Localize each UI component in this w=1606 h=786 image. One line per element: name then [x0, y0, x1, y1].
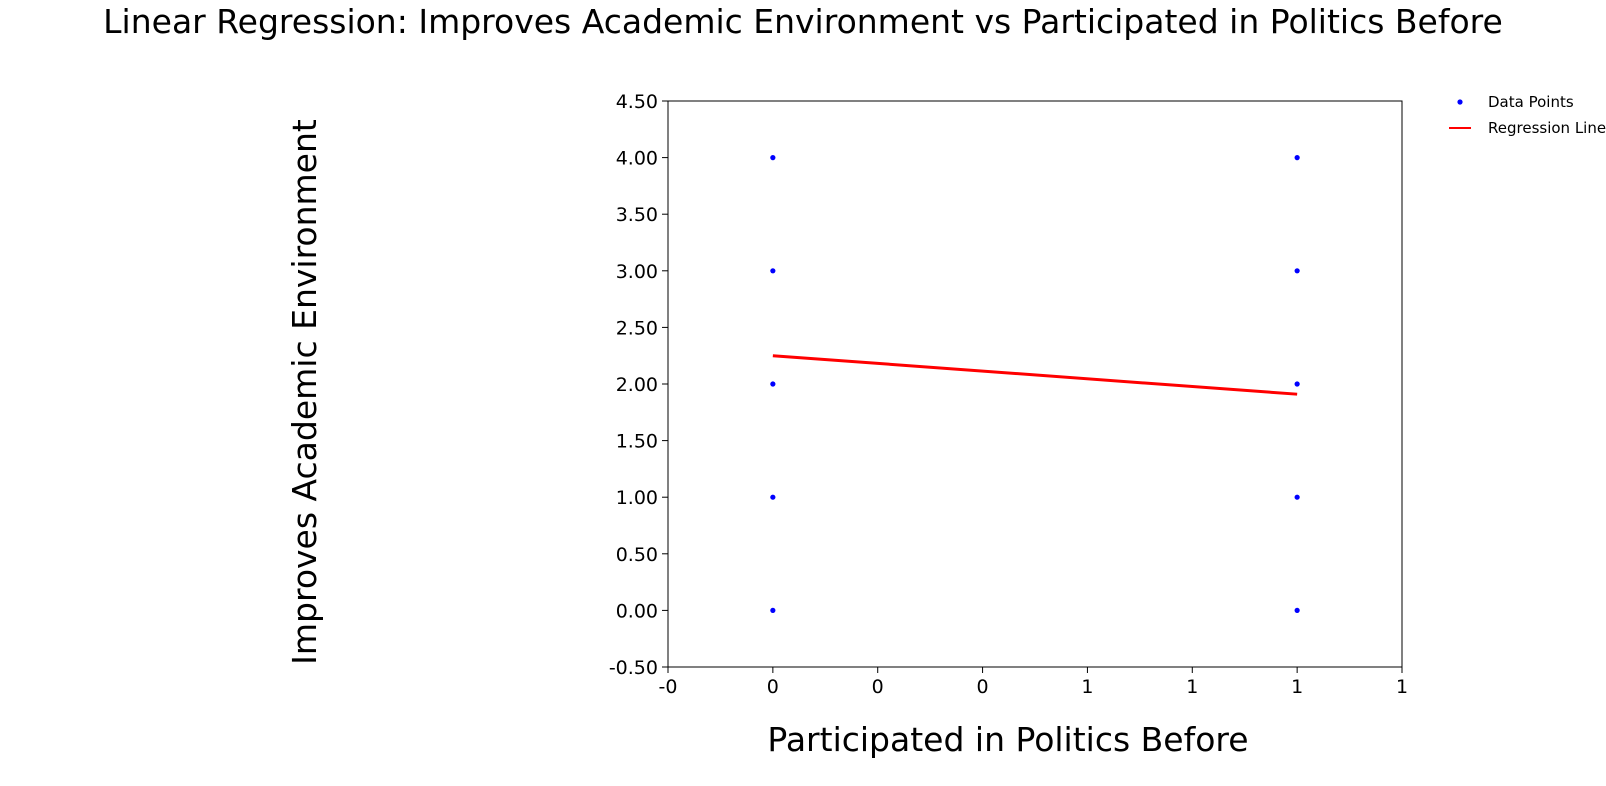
x-tick-label: 1: [1081, 676, 1093, 698]
x-tick-label: -0: [659, 676, 678, 698]
y-tick-label: 3.50: [616, 204, 658, 226]
data-point: [770, 381, 776, 387]
x-tick-label: 1: [1291, 676, 1303, 698]
y-axis-ticks: -0.50 0.00 0.50 1.00 1.50 2.00 2.50 3.00 3.50 4.0…: [609, 91, 668, 679]
regression-line: [772, 354, 1298, 396]
y-axis-label: Improves Academic Environment: [285, 119, 324, 665]
data-point: [770, 494, 776, 500]
y-tick-label: 2.00: [616, 374, 658, 396]
y-tick-label: 4.50: [616, 91, 658, 113]
series-layer: [770, 155, 1300, 614]
x-tick-label: 1: [1396, 676, 1408, 698]
data-point: [770, 607, 776, 614]
x-axis-label: Participated in Politics Before: [767, 720, 1248, 759]
y-tick-label: 1.50: [616, 431, 658, 453]
x-tick-label: 0: [977, 676, 989, 698]
data-point: [770, 155, 776, 161]
legend-label: Regression Line: [1488, 119, 1606, 137]
x-tick-label: 0: [767, 676, 779, 698]
y-tick-label: 1.00: [616, 487, 658, 509]
data-point: [1294, 268, 1300, 274]
data-point: [1294, 607, 1300, 614]
y-tick-label: 0.50: [616, 544, 658, 566]
legend: Data Points Regression Line: [1449, 93, 1606, 137]
legend-marker-data-points: [1457, 99, 1463, 105]
x-tick-label: 1: [1186, 676, 1198, 698]
x-tick-label: 0: [872, 676, 884, 698]
data-point: [1294, 381, 1300, 387]
legend-label: Data Points: [1488, 93, 1574, 111]
y-tick-label: 2.50: [616, 317, 658, 339]
plot-area: -0 0 0 0 1 1 1 1 -0.50 0.00 0.50 1.00 1.50 2.00 2.50 3…: [609, 91, 1408, 698]
data-point: [1294, 494, 1300, 500]
data-point: [1294, 155, 1300, 161]
chart-title: Linear Regression: Improves Academic Env…: [103, 2, 1503, 41]
y-tick-label: 0.00: [616, 600, 658, 622]
y-tick-label: -0.50: [609, 657, 658, 679]
data-point: [770, 268, 776, 274]
x-axis-ticks: -0 0 0 0 1 1 1 1: [659, 667, 1408, 698]
y-tick-label: 4.00: [616, 148, 658, 170]
plot-frame: [667, 100, 1403, 668]
y-tick-label: 3.00: [616, 261, 658, 283]
